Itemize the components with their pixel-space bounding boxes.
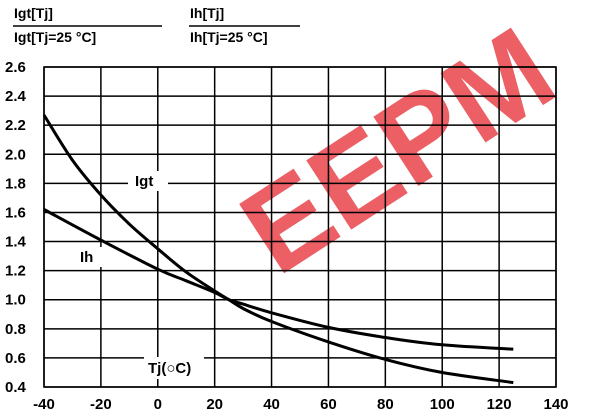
y-tick-label: 1.2: [5, 263, 26, 280]
plot-frame: [43, 66, 557, 388]
y-tick-label: 2.4: [5, 88, 27, 105]
x-tick-label: 100: [430, 396, 455, 413]
y-tick-label: 0.6: [5, 350, 26, 367]
x-tick-label: 60: [320, 396, 337, 413]
x-tick-label: 40: [263, 396, 280, 413]
x-axis-label: Tj(○C): [148, 360, 191, 377]
y-tick-label: 1.4: [5, 234, 27, 251]
x-tick-label: 0: [154, 396, 162, 413]
x-tick-label: 140: [543, 396, 568, 413]
y-tick-label: 1.0: [5, 292, 26, 309]
x-tick-label: 20: [206, 396, 223, 413]
igt-label-bg: [128, 171, 168, 191]
y-tick-label: 1.6: [5, 204, 26, 221]
series-lines: [42, 114, 514, 385]
y-tick-label: 2.6: [5, 59, 26, 76]
y-tick-labels: 0.4 0.6 0.8 1.0 1.2 1.4 1.6 1.8 2.0 2.2 2.4 2.6: [5, 59, 27, 396]
x-tick-label: -40: [33, 396, 55, 413]
y-tick-label: 2.2: [5, 117, 26, 134]
ylabel-left-denominator: Igt[Tj=25 °C]: [14, 29, 96, 45]
xlabel-bg: [144, 357, 204, 379]
series-line-ih: [43, 208, 514, 351]
y-tick-label: 1.8: [5, 175, 26, 192]
x-tick-label: 80: [377, 396, 394, 413]
series-label-igt: Igt: [135, 173, 153, 190]
x-tick-labels: -40 -20 0 20 40 60 80 100 120 140: [33, 396, 568, 413]
series-label-ih: Ih: [80, 249, 93, 266]
ih-label-bg: [76, 247, 104, 267]
ylabel-right-numerator: Ih[Tj]: [190, 5, 224, 21]
y-tick-label: 0.8: [5, 321, 26, 338]
ylabel-left-numerator: Igt[Tj]: [14, 5, 53, 21]
x-tick-label: 120: [487, 396, 512, 413]
y-tick-label: 2.0: [5, 146, 26, 163]
ylabel-right-denominator: Ih[Tj=25 °C]: [190, 29, 268, 45]
x-tick-label: -20: [90, 396, 112, 413]
y-tick-label: 0.4: [5, 379, 27, 396]
